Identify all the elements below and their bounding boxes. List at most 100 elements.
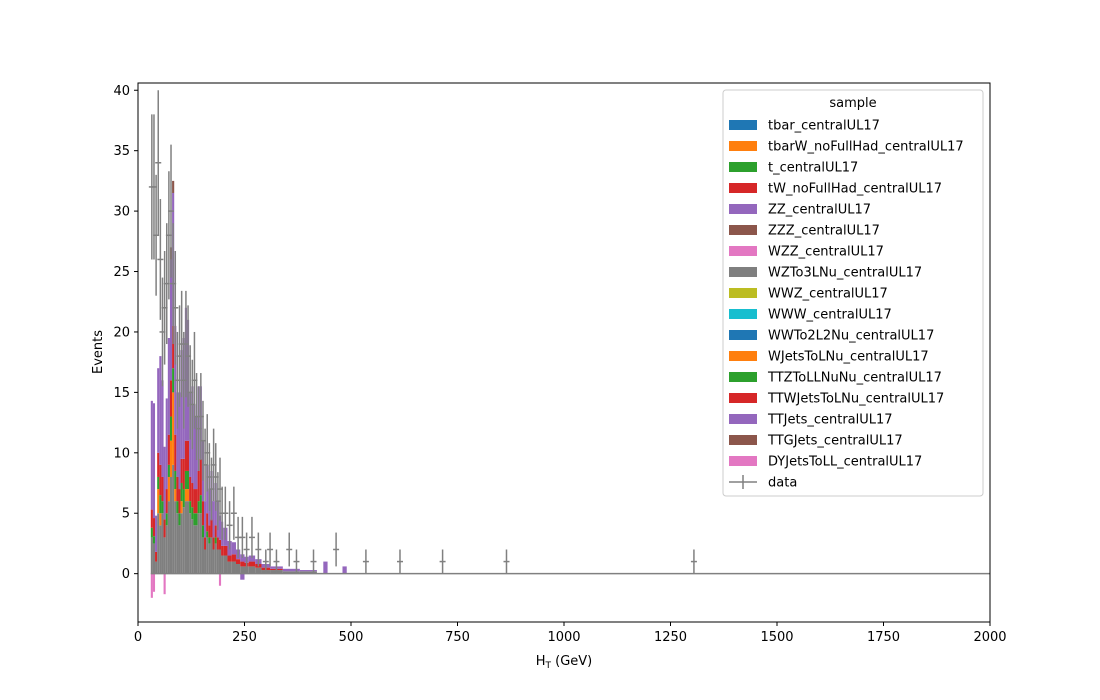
legend-label: DYJetsToLL_centralUL17	[768, 455, 922, 470]
mc-bar-segment	[155, 551, 158, 562]
mc-bar-segment	[199, 513, 202, 574]
mc-bar-segment	[235, 559, 241, 564]
x-axis-label-rest: (GeV)	[551, 654, 592, 669]
mc-bar-segment	[157, 489, 160, 514]
mc-bar-segment	[248, 555, 256, 562]
mc-bar-segment	[221, 545, 224, 556]
data-point	[239, 516, 246, 558]
mc-bar-segment	[182, 458, 185, 490]
mc-bar-segment	[206, 531, 209, 538]
legend-label: tbar_centralUL17	[768, 119, 880, 134]
mc-bar-segment	[186, 470, 190, 490]
mc-bar-segment	[186, 501, 190, 574]
mc-bar-segment	[231, 554, 236, 562]
x-axis-ticks: 0 250 500 750 1000 1250 1500 1750 2000	[134, 622, 1007, 645]
mc-bar-segment	[299, 570, 317, 572]
y-tick-label: 25	[113, 265, 130, 280]
mc-bar-segment	[201, 525, 205, 538]
legend-label: WZZ_centralUL17	[768, 245, 884, 260]
mc-bar-segment	[204, 549, 207, 574]
legend-swatch	[729, 204, 757, 214]
data-point	[286, 532, 293, 567]
mc-bar-segment	[199, 458, 202, 496]
mc-bar-segment	[195, 489, 198, 514]
legend-label: WJetsToLNu_centralUL17	[768, 350, 929, 365]
mc-bar-segment	[159, 513, 162, 526]
mc-bar-segment	[163, 519, 166, 538]
x-tick-label: 2000	[973, 630, 1006, 645]
x-tick-label: 1500	[760, 630, 793, 645]
x-tick-label: 1250	[654, 630, 687, 645]
legend-label: WWW_centralUL17	[768, 308, 892, 323]
mc-bar-segment	[180, 458, 183, 484]
mc-bar-segment	[159, 495, 162, 514]
data-point	[243, 532, 250, 567]
mc-bar-segment	[150, 537, 153, 574]
y-tick-label: 40	[113, 84, 130, 99]
mc-bar-segment	[165, 398, 168, 490]
mc-bar-segment	[165, 525, 168, 574]
legend-entry: ZZ_centralUL17	[729, 203, 871, 218]
legend-swatch	[729, 120, 757, 130]
data-points	[148, 90, 990, 575]
legend-entry: tbar_centralUL17	[729, 119, 880, 134]
x-tick-label: 1000	[547, 630, 580, 645]
legend-swatch	[729, 351, 757, 361]
mc-bar-segment	[282, 568, 300, 572]
mc-bar-segment	[150, 509, 153, 528]
mc-bar-segment	[157, 368, 160, 453]
legend-label: TTGJets_centralUL17	[767, 434, 903, 449]
mc-bar-segment	[255, 567, 262, 574]
legend-entry: DYJetsToLL_centralUL17	[729, 455, 922, 470]
mc-bar-segment	[152, 536, 156, 544]
y-tick-label: 5	[122, 507, 130, 522]
legend-swatch	[729, 372, 757, 382]
y-tick-label: 0	[122, 567, 130, 582]
mc-bar-segment	[218, 549, 222, 574]
mc-bar-segment	[180, 501, 183, 514]
data-point	[333, 532, 340, 567]
mc-bar-segment	[169, 416, 173, 441]
data-point	[255, 532, 262, 567]
mc-bar-segment	[167, 464, 170, 477]
mc-bar-segment	[167, 501, 170, 574]
mc-bar-segment	[191, 507, 194, 520]
mc-bar-negative-segment	[152, 573, 156, 592]
mc-bar-segment	[299, 571, 317, 574]
legend-entry: tW_noFullHad_centralUL17	[729, 182, 942, 197]
legend-label: data	[768, 476, 797, 491]
legend-entry: data	[729, 475, 797, 491]
legend-entry: TTZToLLNuNu_centralUL17	[729, 371, 942, 386]
data-point	[310, 549, 317, 574]
mc-bar-segment	[210, 519, 213, 538]
legend-entry: WJetsToLNu_centralUL17	[729, 350, 929, 365]
mc-bar-segment	[189, 501, 192, 514]
mc-bar-segment	[169, 259, 173, 381]
mc-bar-segment	[178, 489, 181, 514]
legend-swatch	[729, 288, 757, 298]
y-axis-label: Events	[91, 330, 106, 374]
legend-swatch	[729, 456, 757, 466]
mc-bar-segment	[182, 507, 185, 574]
mc-bar-segment	[195, 513, 198, 526]
mc-bar-segment	[323, 561, 328, 574]
mc-bar-segment	[172, 392, 175, 465]
x-tick-label: 1750	[867, 630, 900, 645]
data-point	[396, 549, 403, 574]
mc-bar-segment	[161, 501, 164, 514]
mc-bar-segment	[176, 513, 179, 574]
mc-bar-segment	[182, 489, 185, 508]
mc-bar-segment	[163, 537, 166, 574]
data-point	[362, 549, 369, 574]
data-point	[248, 516, 255, 558]
legend-entry: TTJets_centralUL17	[729, 413, 893, 428]
mc-bar-segment	[189, 513, 192, 574]
legend-label: TTZToLLNuNu_centralUL17	[767, 371, 942, 386]
mc-bar-segment	[193, 513, 196, 526]
y-tick-label: 20	[113, 325, 130, 340]
legend-box	[722, 89, 984, 497]
data-point	[172, 250, 179, 365]
legend-swatch	[729, 246, 757, 256]
mc-bar-segment	[244, 566, 249, 574]
